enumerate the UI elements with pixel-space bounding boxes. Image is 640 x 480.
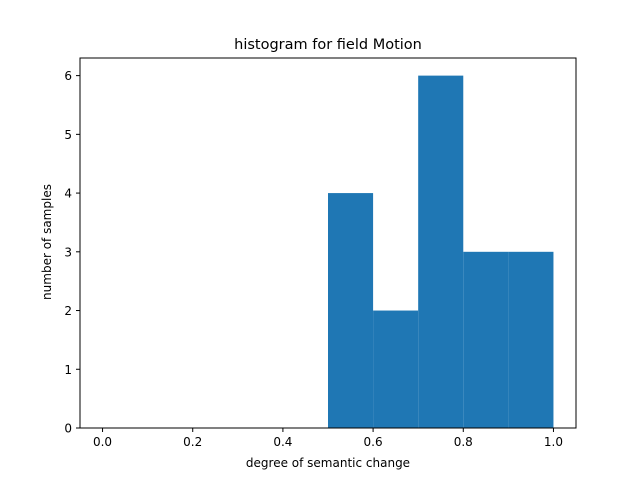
x-tick-label: 0.0 <box>93 435 112 449</box>
x-tick-label: 0.4 <box>273 435 292 449</box>
histogram-bar-4 <box>463 251 509 428</box>
x-tick-label: 0.6 <box>364 435 383 449</box>
y-tick-label: 5 <box>64 128 72 142</box>
histogram-bar-5 <box>508 251 554 428</box>
plot-frame <box>79 57 577 429</box>
y-tick-label: 4 <box>64 187 72 201</box>
x-tick-label: 0.2 <box>183 435 202 449</box>
bars-group <box>328 75 554 428</box>
x-axis-ticks: 0.0 0.2 0.4 0.6 0.8 1.0 <box>93 428 563 449</box>
histogram-bar-1 <box>328 193 374 428</box>
histogram-bar-3 <box>418 75 464 428</box>
y-tick-label: 3 <box>64 245 72 259</box>
y-tick-label: 2 <box>64 304 72 318</box>
x-tick-label: 1.0 <box>544 435 563 449</box>
chart-title: histogram for field Motion <box>234 37 422 53</box>
x-tick-label: 0.8 <box>454 435 473 449</box>
y-axis-label: number of samples <box>40 184 54 300</box>
y-axis-ticks: 0 1 2 3 4 5 6 <box>64 69 80 436</box>
y-tick-label: 6 <box>64 69 72 83</box>
histogram-bar-2 <box>373 310 419 428</box>
x-axis-label: degree of semantic change <box>246 456 410 470</box>
y-tick-label: 1 <box>64 363 72 377</box>
y-tick-label: 0 <box>64 422 72 436</box>
